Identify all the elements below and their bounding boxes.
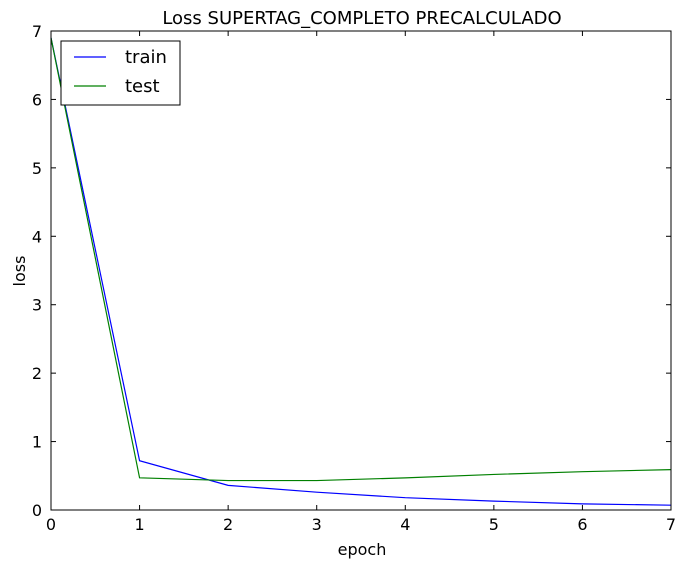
y-axis-label: loss: [10, 256, 29, 287]
x-tick-label: 2: [223, 515, 233, 534]
x-tick-label: 6: [577, 515, 587, 534]
x-tick-label: 3: [312, 515, 322, 534]
y-tick-label: 1: [32, 433, 42, 452]
x-tick-label: 0: [46, 515, 56, 534]
axis-ticks: 0 1 2 3 4 5 6 7 0 1 2 3 4 5 6 7: [32, 22, 676, 534]
x-tick-label: 5: [489, 515, 499, 534]
x-axis-label: epoch: [338, 540, 387, 559]
x-tick-label: 4: [400, 515, 410, 534]
legend: train test: [60, 40, 181, 106]
plot-frame: [50, 30, 672, 511]
series-line-train: [50, 37, 672, 506]
chart-title: Loss SUPERTAG_COMPLETO PRECALCULADO: [162, 8, 561, 29]
y-tick-label: 3: [32, 296, 42, 315]
legend-label-test: test: [125, 76, 160, 97]
x-tick-label: 7: [666, 515, 676, 534]
y-tick-label: 0: [32, 501, 42, 520]
y-tick-label: 6: [32, 90, 42, 109]
y-tick-label: 4: [32, 227, 42, 246]
y-tick-label: 2: [32, 364, 42, 383]
x-tick-label: 1: [134, 515, 144, 534]
legend-label-train: train: [125, 47, 167, 68]
series-lines: [50, 37, 672, 506]
y-tick-label: 7: [32, 22, 42, 41]
y-tick-label: 5: [32, 159, 42, 178]
series-line-test: [50, 37, 672, 482]
legend-box: [60, 40, 181, 106]
